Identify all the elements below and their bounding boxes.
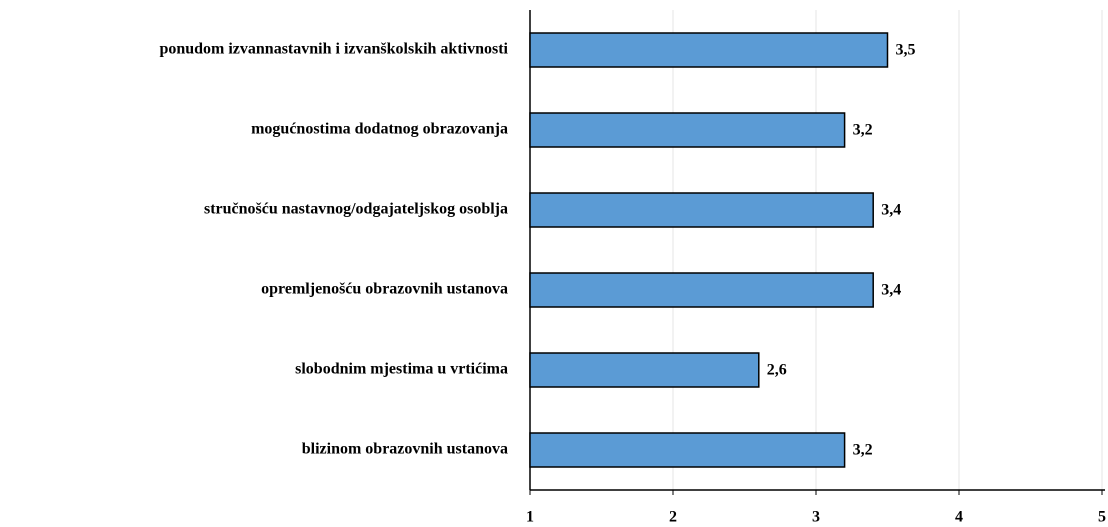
bar xyxy=(529,432,846,468)
y-tick-label: opremljenošću obrazovnih ustanova xyxy=(261,281,508,298)
bar xyxy=(529,352,760,388)
bar xyxy=(529,112,846,148)
value-label: 3,2 xyxy=(853,442,873,459)
value-label: 3,5 xyxy=(896,42,916,59)
x-tick-label: 5 xyxy=(1098,509,1106,526)
y-tick-label: mogućnostima dodatnog obrazovanja xyxy=(251,121,508,138)
value-label: 3,2 xyxy=(853,122,873,139)
x-tick-label: 3 xyxy=(812,509,820,526)
bar xyxy=(529,32,889,68)
value-label: 2,6 xyxy=(767,362,787,379)
y-tick-label: ponudom izvannastavnih i izvanškolskih a… xyxy=(159,41,508,58)
y-tick-label: stručnošću nastavnog/odgajateljskog osob… xyxy=(204,201,508,218)
y-tick-label: slobodnim mjestima u vrtićima xyxy=(295,361,508,378)
x-tick-label: 2 xyxy=(669,509,677,526)
value-label: 3,4 xyxy=(881,282,901,299)
value-label: 3,4 xyxy=(881,202,901,219)
y-tick-label: blizinom obrazovnih ustanova xyxy=(302,441,508,458)
bar xyxy=(529,192,874,228)
bar xyxy=(529,272,874,308)
x-tick-label: 4 xyxy=(955,509,963,526)
x-tick-label: 1 xyxy=(526,509,534,526)
